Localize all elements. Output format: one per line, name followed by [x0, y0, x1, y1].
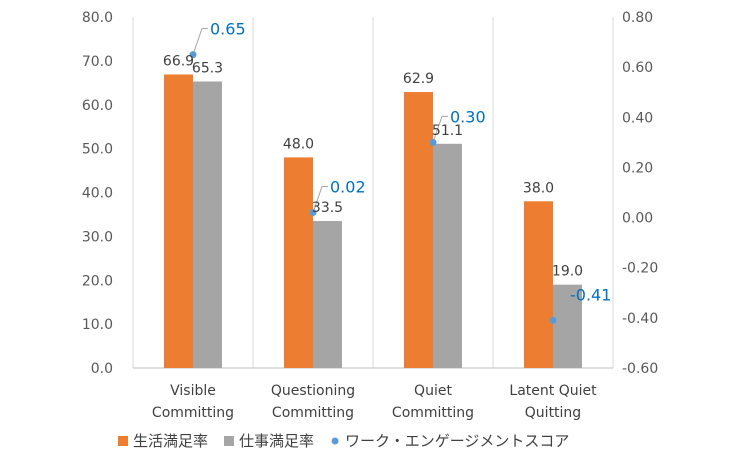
- legend-label: 生活満足率: [133, 432, 208, 450]
- category-label: Committing: [392, 405, 474, 421]
- data-label-life: 66.9: [163, 53, 194, 69]
- category-label: Visible: [170, 383, 216, 399]
- category-label: Committing: [152, 405, 234, 421]
- data-label-engagement: 0.30: [450, 107, 486, 126]
- y-left-tick-label: 60.0: [82, 98, 113, 114]
- data-label-engagement: -0.41: [570, 285, 611, 304]
- data-label-life: 48.0: [283, 136, 314, 152]
- y-left-tick-label: 30.0: [82, 229, 113, 245]
- category-labels: Visible Committing Questioning Committing Qu…: [152, 383, 597, 421]
- legend-label: ワーク・エンゲージメントスコア: [345, 432, 569, 450]
- bar-life-satisfaction: [164, 74, 193, 368]
- category-label: Quiet: [414, 383, 452, 399]
- y-right-tick-label: 0.60: [622, 60, 653, 76]
- data-label-job: 33.5: [312, 200, 343, 216]
- callout-line: [432, 115, 448, 143]
- legend-swatch: [118, 436, 128, 446]
- category-label: Latent Quiet: [509, 383, 597, 399]
- y-right-tick-label: -0.20: [622, 261, 658, 277]
- data-label-life: 38.0: [523, 180, 554, 196]
- y-right-tick-label: 0.20: [622, 160, 653, 176]
- bar-life-satisfaction: [404, 92, 433, 369]
- y-right-tick-label: 0.00: [622, 211, 653, 227]
- right-axis: -0.60 -0.40 -0.20 0.00 0.20 0.40 0.60 0.80: [622, 10, 658, 377]
- callout-line: [192, 28, 208, 55]
- bar-job-satisfaction: [433, 143, 462, 368]
- engagement-point: [309, 209, 317, 217]
- bar-life-satisfaction: [284, 157, 313, 368]
- y-left-tick-label: 40.0: [82, 186, 113, 202]
- data-label-engagement: 0.02: [330, 178, 366, 197]
- callout-line: [552, 293, 568, 321]
- data-label-job: 19.0: [552, 264, 583, 280]
- category-label: Quitting: [525, 405, 581, 421]
- data-label-job: 65.3: [192, 60, 223, 76]
- bar-series: [164, 74, 582, 369]
- y-right-tick-label: -0.40: [622, 311, 658, 327]
- bar-job-satisfaction: [193, 81, 222, 368]
- category-label: Committing: [272, 405, 354, 421]
- bar-job-satisfaction: [313, 221, 342, 368]
- data-label-job: 51.1: [432, 123, 463, 139]
- data-label-life: 62.9: [403, 71, 434, 87]
- y-left-tick-label: 50.0: [82, 142, 113, 158]
- category-label: Questioning: [271, 383, 355, 399]
- left-axis: 0.0 10.0 20.0 30.0 40.0 50.0 60.0 70.0 80.0: [82, 10, 113, 377]
- y-left-tick-label: 10.0: [82, 317, 113, 333]
- engagement-callouts: 0.65 0.02 0.30 -0.41: [189, 20, 611, 324]
- data-label-engagement: 0.65: [210, 20, 246, 39]
- y-right-tick-label: -0.60: [622, 361, 658, 377]
- y-left-tick-label: 80.0: [82, 10, 113, 26]
- engagement-point: [189, 51, 197, 59]
- y-left-tick-label: 0.0: [91, 361, 113, 377]
- y-left-tick-label: 70.0: [82, 54, 113, 70]
- data-labels: 66.965.3 48.0 33.5 62.9 51.1 38.0 19.0: [163, 53, 583, 279]
- engagement-point: [549, 316, 557, 324]
- bar-job-satisfaction: [553, 284, 582, 368]
- legend: 生活満足率 仕事満足率 ワーク・エンゲージメントスコア: [118, 432, 569, 450]
- bar-life-satisfaction: [524, 201, 553, 368]
- engagement-point: [429, 138, 437, 146]
- legend-label: 仕事満足率: [239, 432, 314, 450]
- legend-swatch: [224, 436, 235, 446]
- y-left-tick-label: 20.0: [82, 273, 113, 289]
- legend-marker-engagement: [331, 437, 339, 445]
- callout-line: [312, 186, 328, 213]
- y-right-tick-label: 0.40: [622, 110, 653, 126]
- y-right-tick-label: 0.80: [622, 10, 653, 26]
